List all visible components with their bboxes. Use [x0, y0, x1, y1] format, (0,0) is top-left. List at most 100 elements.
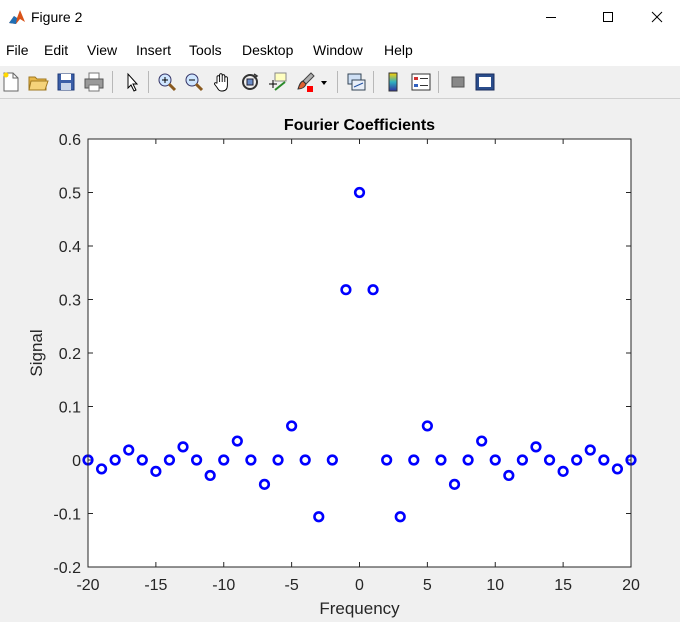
edit-plot-button[interactable]	[121, 71, 143, 93]
save-button[interactable]	[55, 71, 77, 93]
y-tick-label: 0	[72, 453, 81, 470]
data-point	[123, 444, 135, 456]
brush-dropdown-button[interactable]	[318, 71, 330, 93]
menu-help[interactable]: Help	[384, 42, 413, 58]
data-point	[136, 454, 148, 466]
data-point	[448, 478, 461, 490]
data-point	[286, 420, 298, 432]
link-plot-button[interactable]	[345, 71, 367, 93]
data-point	[394, 511, 406, 523]
rotate-3d-button[interactable]	[239, 71, 261, 93]
minimize-button[interactable]	[528, 0, 574, 34]
data-cursor-button[interactable]	[266, 71, 288, 93]
x-tick-label: -5	[285, 577, 299, 594]
zoom-in-button[interactable]	[156, 71, 178, 93]
y-tick-label: -0.1	[53, 507, 81, 524]
brush-icon	[297, 72, 315, 92]
menu-file[interactable]: File	[6, 42, 29, 58]
colorbar-icon	[388, 72, 398, 92]
show-plot-tools-button[interactable]	[474, 71, 496, 93]
menu-desktop[interactable]: Desktop	[242, 42, 294, 58]
data-point	[231, 435, 243, 447]
new-figure-button[interactable]	[0, 71, 22, 93]
data-point	[95, 463, 108, 475]
toolbar-separator	[112, 71, 113, 93]
rotate-3d-icon	[242, 73, 259, 90]
menu-window[interactable]: Window	[313, 42, 363, 58]
axes-background	[88, 139, 631, 567]
data-point	[543, 454, 556, 466]
maximize-button[interactable]	[585, 0, 631, 34]
y-axis-label: Signal	[27, 329, 46, 376]
y-tick-label: 0.3	[59, 293, 81, 310]
figure-canvas: -20 -15 -10 -5 0 5 10 15 20 -0.2 -0.1 0 0.1 0.2 0.3 0.4…	[0, 99, 680, 622]
data-point	[272, 454, 284, 466]
toolbar-separator	[438, 71, 439, 93]
y-tick-label: -0.2	[53, 560, 81, 577]
save-icon	[57, 73, 75, 91]
data-point	[462, 454, 474, 466]
data-point	[177, 441, 189, 453]
open-file-icon	[28, 76, 49, 91]
zoom-in-icon	[158, 73, 177, 92]
data-point	[326, 454, 338, 466]
scatter-plot: -20 -15 -10 -5 0 5 10 15 20 -0.2 -0.1 0 0.1 0.2 0.3 0.4…	[27, 117, 640, 618]
menu-view[interactable]: View	[87, 42, 118, 58]
matlab-logo-icon	[9, 10, 25, 24]
legend-button[interactable]	[410, 71, 432, 93]
menu-insert[interactable]: Insert	[136, 42, 172, 58]
menu-tools[interactable]: Tools	[189, 42, 222, 58]
data-point	[408, 454, 420, 466]
y-tick-label: 0.5	[59, 186, 81, 203]
ticks-group: -20 -15 -10 -5 0 5 10 15 20 -0.2 -0.1 0 0.1 0.2 0.3 0.4…	[53, 132, 640, 594]
colorbar-button[interactable]	[382, 71, 404, 93]
maximize-icon	[603, 12, 613, 22]
data-point	[584, 444, 596, 456]
data-point	[299, 454, 311, 466]
chart-title: Fourier Coefficients	[284, 117, 435, 134]
zoom-out-icon	[185, 73, 204, 92]
y-tick-label: 0.2	[59, 346, 81, 363]
zoom-out-button[interactable]	[183, 71, 205, 93]
data-point	[313, 511, 325, 523]
data-point	[191, 454, 203, 466]
y-tick-label: 0.4	[59, 239, 81, 256]
pan-button[interactable]	[211, 71, 233, 93]
print-button[interactable]	[83, 71, 105, 93]
hide-plot-tools-button[interactable]	[447, 71, 469, 93]
data-point	[245, 454, 257, 466]
x-tick-label: 0	[355, 577, 364, 594]
data-point	[435, 454, 447, 466]
data-point	[571, 454, 583, 466]
data-point	[530, 441, 542, 453]
menu-edit[interactable]: Edit	[44, 42, 69, 58]
toolbar-separator	[373, 71, 374, 93]
y-tick-label: 0.6	[59, 132, 81, 149]
brush-dropdown-icon	[321, 81, 327, 85]
toolbar	[0, 66, 680, 99]
edit-plot-icon	[127, 72, 139, 92]
data-point	[163, 454, 176, 466]
brush-button[interactable]	[294, 71, 316, 93]
data-point	[204, 469, 216, 482]
close-button[interactable]	[634, 0, 680, 34]
x-tick-label: 20	[622, 577, 640, 594]
legend-icon	[411, 73, 431, 91]
data-point	[367, 284, 379, 296]
data-cursor-icon	[269, 72, 287, 91]
y-tick-label: 0.1	[59, 400, 81, 417]
toolbar-separator	[148, 71, 149, 93]
menu-bar: File Edit View Insert Tools Desktop Wind…	[0, 34, 680, 66]
show-plot-tools-icon	[475, 73, 495, 91]
x-tick-label: 15	[554, 577, 572, 594]
x-axis-label: Frequency	[319, 599, 400, 618]
markers-group	[82, 186, 637, 523]
open-file-button[interactable]	[27, 71, 49, 93]
close-icon	[651, 11, 663, 23]
title-bar: Figure 2	[0, 0, 680, 34]
link-plot-icon	[347, 73, 366, 91]
data-point	[353, 186, 366, 199]
data-point	[503, 469, 515, 482]
data-point	[516, 454, 529, 466]
pan-icon	[213, 73, 228, 92]
